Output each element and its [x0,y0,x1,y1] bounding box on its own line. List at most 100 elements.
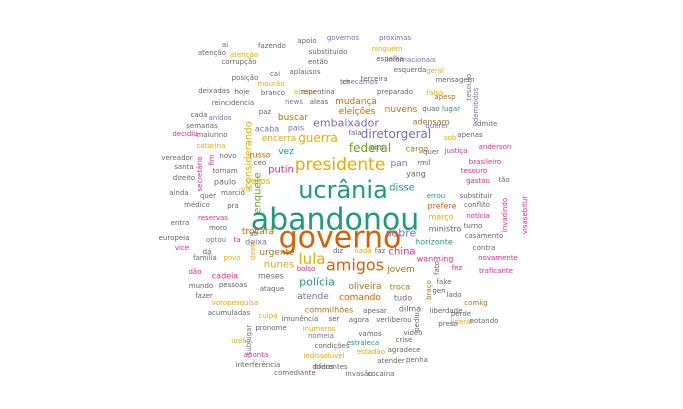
cloud-word: checamos [342,78,378,86]
cloud-word: mourão [258,80,285,88]
cloud-word: apoiar [294,88,316,96]
cloud-word: subjugar [245,325,253,356]
cloud-word: atender [377,357,405,365]
cloud-word: ceo [254,159,266,167]
cloud-word: notando [470,317,499,325]
cloud-word: acumuladas [208,309,251,317]
cloud-word: sob [444,134,457,142]
cloud-word: comediante [274,369,315,377]
cloud-word: terceira [360,75,387,83]
cloud-word: reincidencia [212,99,254,107]
cloud-word: março [428,213,453,222]
cloud-word: vice [175,244,189,252]
cloud-word: optou [206,236,226,244]
cloud-word: perde [451,310,471,318]
cloud-word: fazendo [258,42,286,50]
cloud-word: ainda [169,189,188,197]
cloud-word: falsa [427,89,444,97]
cloud-word: fato [433,261,441,275]
cloud-word: direito [173,174,195,182]
cloud-word: atenção [198,49,226,57]
cloud-word: horizonte [415,238,453,247]
cloud-word: yang [406,170,426,179]
cloud-word: deixa [245,238,267,247]
cloud-word: condições [314,342,349,350]
cloud-word: federal [349,141,391,155]
cloud-word: china [388,247,415,258]
cloud-word: demitidos [472,87,480,122]
cloud-word: decidiu [172,130,197,138]
cloud-word: estraleca [347,339,379,347]
cloud-word: ministro [429,225,462,234]
cloud-word: amigos [326,256,384,275]
cloud-word: liderar [451,318,474,326]
cloud-word: aponta [244,351,269,359]
cloud-word: sobre [386,227,417,240]
cloud-word: branco [261,89,285,97]
cloud-word: prefere [428,202,457,211]
cloud-word: casamento [465,232,504,240]
cloud-word: apesar [363,307,387,315]
cloud-word: deixadas [198,87,230,95]
cloud-word: quer [200,192,216,200]
cloud-word: news [285,98,303,106]
cloud-word: diz [333,247,343,255]
cloud-word: indissolúvel [303,352,344,360]
cloud-word: ta [233,236,240,244]
cloud-word: tão [498,176,509,184]
cloud-word: contra [473,244,495,252]
cloud-word: direto [249,240,257,260]
cloud-word: dilma [399,305,421,314]
cloud-word: então [308,58,328,66]
cloud-word: dá [203,248,212,256]
cloud-word: jovem [386,265,415,275]
cloud-word: repentina [301,88,335,96]
cloud-word: lula [298,250,325,268]
cloud-word: verliberou [376,316,411,324]
cloud-word: vamos [358,330,382,338]
cloud-word: acaba [255,125,279,134]
cloud-word: errou [427,192,446,200]
cloud-word: substituir [460,192,493,200]
cloud-word: gen [432,287,445,295]
cloud-word: reservas [198,214,228,222]
cloud-word: fazer [195,292,213,300]
cloud-word: paz [259,108,272,116]
cloud-word: apesp [434,93,456,101]
cloud-word: semanas [186,122,218,130]
cloud-word: governos [327,34,360,42]
cloud-word: russo [249,151,271,160]
cloud-word: próximas [379,34,411,42]
cloud-word: esquerda [394,66,427,74]
cloud-word: visasebitur [521,196,529,235]
cloud-word: vez [278,147,294,157]
cloud-word: guerra [298,131,338,145]
cloud-word: wanming [417,255,454,264]
cloud-word: interferência [236,361,281,369]
cloud-word: cada [191,111,208,119]
cloud-word: traficante [479,267,513,275]
cloud-word: mundo [189,282,213,290]
cloud-word: união [231,337,250,345]
cloud-word: atende [297,292,329,302]
cloud-word: nunes [264,260,294,271]
cloud-word: ter [340,78,350,86]
cloud-word: enquete [253,172,264,213]
cloud-word: secretário [196,157,204,192]
cloud-word: preparado [377,88,413,96]
cloud-word: novamente [478,254,518,262]
cloud-word: aplausos [290,68,321,76]
cloud-word: fez [452,264,463,272]
cloud-word: presidente [295,155,386,175]
cloud-word: substituído [309,48,348,56]
cloud-word: apoio [297,37,316,45]
cloud-word: quao [422,105,439,113]
cloud-word: pronome [255,324,286,332]
cloud-word: nuvens [385,105,418,115]
cloud-word: agradece [388,346,421,354]
cloud-word: oliveira [348,282,381,292]
cloud-word: polícia [299,276,335,289]
cloud-word: médico [184,201,210,209]
cloud-word: invasão [345,370,372,378]
cloud-word: querer [425,122,448,130]
